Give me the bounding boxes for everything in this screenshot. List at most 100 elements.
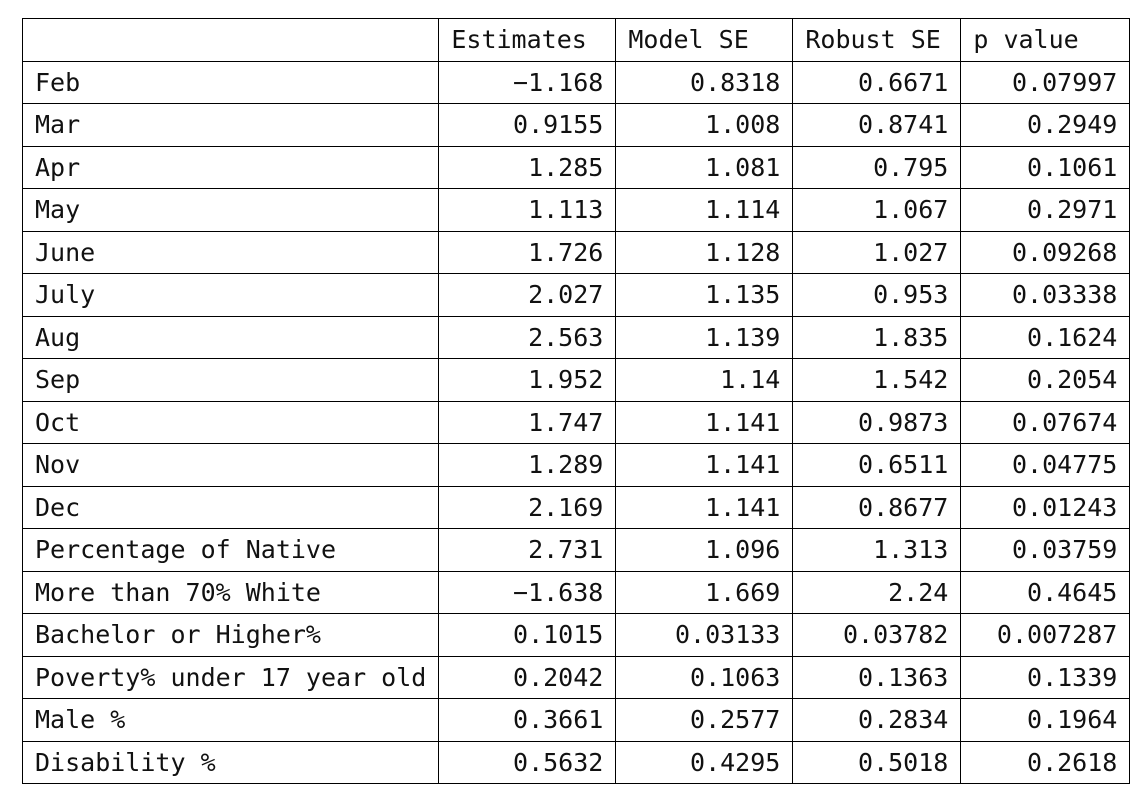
cell-estimate: 1.289 <box>438 443 617 487</box>
table-row: Male % 0.3661 0.2577 0.2834 0.1964 <box>21 698 1131 742</box>
cell-estimate: 1.285 <box>438 145 617 189</box>
cell-robust-se: 0.2834 <box>792 698 962 742</box>
cell-robust-se: 0.9873 <box>792 400 962 444</box>
table-row: Dec 2.169 1.141 0.8677 0.01243 <box>21 485 1131 529</box>
cell-variable: Dec <box>21 485 440 529</box>
cell-variable: May <box>21 188 440 232</box>
cell-robust-se: 0.6671 <box>792 60 962 104</box>
table-row: Bachelor or Higher% 0.1015 0.03133 0.03782 0… <box>21 613 1131 657</box>
cell-estimate: 0.1015 <box>438 613 617 657</box>
header-cell-robust-se: Robust SE <box>792 18 962 62</box>
cell-model-se: 1.141 <box>615 400 794 444</box>
cell-variable: Poverty% under 17 year old <box>21 655 440 699</box>
table-row: June 1.726 1.128 1.027 0.09268 <box>21 230 1131 274</box>
cell-robust-se: 1.067 <box>792 188 962 232</box>
cell-robust-se: 0.03782 <box>792 613 962 657</box>
cell-estimate: −1.168 <box>438 60 617 104</box>
cell-robust-se: 1.835 <box>792 315 962 359</box>
table-row: Poverty% under 17 year old 0.2042 0.1063 0.… <box>21 655 1131 699</box>
header-cell-p-value: p value <box>960 18 1131 62</box>
cell-model-se: 0.03133 <box>615 613 794 657</box>
cell-p-value: 0.1624 <box>960 315 1131 359</box>
cell-variable: June <box>21 230 440 274</box>
cell-estimate: 2.027 <box>438 273 617 317</box>
table-row: Feb −1.168 0.8318 0.6671 0.07997 <box>21 60 1131 104</box>
table-row: More than 70% White −1.638 1.669 2.24 0.4645 <box>21 570 1131 614</box>
cell-model-se: 0.1063 <box>615 655 794 699</box>
cell-estimate: 0.5632 <box>438 740 617 784</box>
cell-model-se: 1.114 <box>615 188 794 232</box>
table-row: July 2.027 1.135 0.953 0.03338 <box>21 273 1131 317</box>
cell-variable: More than 70% White <box>21 570 440 614</box>
cell-estimate: 2.169 <box>438 485 617 529</box>
cell-p-value: 0.07997 <box>960 60 1131 104</box>
cell-estimate: 0.9155 <box>438 103 617 147</box>
cell-model-se: 1.14 <box>615 358 794 402</box>
cell-model-se: 1.008 <box>615 103 794 147</box>
cell-p-value: 0.04775 <box>960 443 1131 487</box>
cell-variable: Feb <box>21 60 440 104</box>
cell-model-se: 1.139 <box>615 315 794 359</box>
cell-variable: Disability % <box>21 740 440 784</box>
cell-p-value: 0.01243 <box>960 485 1131 529</box>
cell-model-se: 1.141 <box>615 443 794 487</box>
cell-estimate: −1.638 <box>438 570 617 614</box>
cell-variable: Bachelor or Higher% <box>21 613 440 657</box>
cell-model-se: 1.096 <box>615 528 794 572</box>
cell-p-value: 0.07674 <box>960 400 1131 444</box>
cell-robust-se: 1.027 <box>792 230 962 274</box>
cell-p-value: 0.2971 <box>960 188 1131 232</box>
cell-estimate: 1.952 <box>438 358 617 402</box>
cell-robust-se: 0.795 <box>792 145 962 189</box>
header-row: Estimates Model SE Robust SE p value <box>21 18 1131 62</box>
cell-p-value: 0.1061 <box>960 145 1131 189</box>
cell-variable: Mar <box>21 103 440 147</box>
cell-estimate: 1.747 <box>438 400 617 444</box>
table-row: Nov 1.289 1.141 0.6511 0.04775 <box>21 443 1131 487</box>
table-row: Percentage of Native 2.731 1.096 1.313 0.037… <box>21 528 1131 572</box>
cell-robust-se: 0.6511 <box>792 443 962 487</box>
cell-variable: Nov <box>21 443 440 487</box>
cell-p-value: 0.007287 <box>960 613 1131 657</box>
cell-p-value: 0.4645 <box>960 570 1131 614</box>
cell-robust-se: 0.1363 <box>792 655 962 699</box>
regression-table: Estimates Model SE Robust SE p value Feb… <box>21 18 1131 784</box>
cell-variable: Apr <box>21 145 440 189</box>
cell-model-se: 1.135 <box>615 273 794 317</box>
cell-model-se: 0.8318 <box>615 60 794 104</box>
table-row: Oct 1.747 1.141 0.9873 0.07674 <box>21 400 1131 444</box>
cell-estimate: 2.563 <box>438 315 617 359</box>
cell-estimate: 0.2042 <box>438 655 617 699</box>
cell-model-se: 0.4295 <box>615 740 794 784</box>
cell-estimate: 0.3661 <box>438 698 617 742</box>
table-row: Aug 2.563 1.139 1.835 0.1624 <box>21 315 1131 359</box>
cell-robust-se: 1.313 <box>792 528 962 572</box>
cell-p-value: 0.09268 <box>960 230 1131 274</box>
cell-robust-se: 0.8677 <box>792 485 962 529</box>
header-cell-variable <box>21 18 440 62</box>
cell-p-value: 0.2054 <box>960 358 1131 402</box>
cell-robust-se: 0.5018 <box>792 740 962 784</box>
cell-model-se: 1.081 <box>615 145 794 189</box>
cell-model-se: 0.2577 <box>615 698 794 742</box>
table-row: Disability % 0.5632 0.4295 0.5018 0.2618 <box>21 740 1131 784</box>
table-body: Feb −1.168 0.8318 0.6671 0.07997 Mar 0.9155 1.0… <box>21 60 1131 784</box>
cell-model-se: 1.128 <box>615 230 794 274</box>
cell-robust-se: 0.8741 <box>792 103 962 147</box>
table-row: Apr 1.285 1.081 0.795 0.1061 <box>21 145 1131 189</box>
cell-p-value: 0.03338 <box>960 273 1131 317</box>
cell-variable: Male % <box>21 698 440 742</box>
header-cell-estimates: Estimates <box>438 18 617 62</box>
table-header: Estimates Model SE Robust SE p value <box>21 18 1131 62</box>
cell-p-value: 0.1339 <box>960 655 1131 699</box>
table-row: Sep 1.952 1.14 1.542 0.2054 <box>21 358 1131 402</box>
cell-estimate: 1.726 <box>438 230 617 274</box>
cell-p-value: 0.2618 <box>960 740 1131 784</box>
cell-variable: Percentage of Native <box>21 528 440 572</box>
cell-variable: July <box>21 273 440 317</box>
cell-robust-se: 2.24 <box>792 570 962 614</box>
cell-model-se: 1.669 <box>615 570 794 614</box>
cell-robust-se: 0.953 <box>792 273 962 317</box>
cell-variable: Oct <box>21 400 440 444</box>
table-row: Mar 0.9155 1.008 0.8741 0.2949 <box>21 103 1131 147</box>
